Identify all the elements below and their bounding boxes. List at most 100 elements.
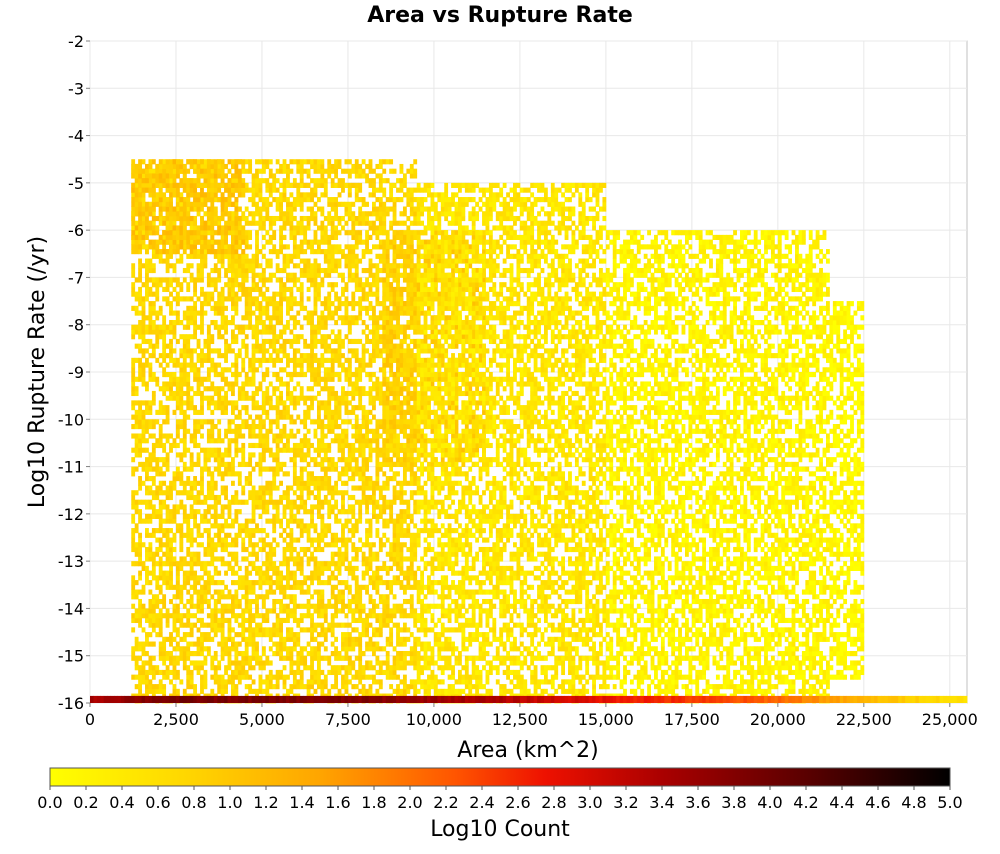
heatmap-cell [148,485,152,490]
heatmap-cell [276,632,280,637]
heatmap-cell [317,415,321,420]
heatmap-cell [331,509,335,514]
heatmap-cell [348,320,352,325]
heatmap-cell [262,485,266,490]
heatmap-cell [135,490,139,495]
heatmap-cell [289,429,293,434]
heatmap-cell [362,197,366,202]
heatmap-cell [217,689,221,694]
heatmap-cell [272,230,276,235]
heatmap-cell [259,320,263,325]
heatmap-cell [255,334,259,339]
heatmap-cell [334,211,338,216]
heatmap-cell [293,405,297,410]
heatmap-cell [358,519,362,524]
heatmap-cell [148,363,152,368]
heatmap-cell [272,684,276,689]
heatmap-cell [272,538,276,543]
heatmap-cell [272,358,276,363]
heatmap-cell [155,594,159,599]
heatmap-cell [331,438,335,443]
heatmap-cell [272,216,276,221]
heatmap-cell [320,594,324,599]
heatmap-cell [186,348,190,353]
heatmap-cell [214,405,218,410]
heatmap-cell [348,263,352,268]
heatmap-cell [265,556,269,561]
heatmap-cell [148,372,152,377]
heatmap-cell [296,580,300,585]
heatmap-cell [200,400,204,405]
heatmap-cell [372,230,376,235]
heatmap-cell [362,419,366,424]
heatmap-cell [173,660,177,665]
heatmap-cell [279,315,283,320]
heatmap-cell [341,225,345,230]
heatmap-cell [228,656,232,661]
heatmap-cell [248,358,252,363]
heatmap-cell [296,320,300,325]
heatmap-cell [173,665,177,670]
heatmap-cell [327,240,331,245]
heatmap-cell [303,646,307,651]
heatmap-cell [317,642,321,647]
heatmap-cell [320,500,324,505]
heatmap-cell [327,268,331,273]
heatmap-cell [296,538,300,543]
heatmap-cell [331,504,335,509]
heatmap-cell [221,538,225,543]
heatmap-cell [345,311,349,316]
heatmap-cell [365,485,369,490]
heatmap-cell [166,415,170,420]
heatmap-cell [300,391,304,396]
heatmap-cell [365,675,369,680]
heatmap-cell [358,287,362,292]
heatmap-cell [351,571,355,576]
heatmap-cell [210,386,214,391]
heatmap-cell [331,623,335,628]
heatmap-cell [135,443,139,448]
heatmap-cell [276,467,280,472]
heatmap-cell [197,500,201,505]
heatmap-cell [320,433,324,438]
heatmap-cell [224,400,228,405]
heatmap-cell [238,282,242,287]
heatmap-cell [142,448,146,453]
heatmap-cell [324,254,328,259]
heatmap-cell [183,604,187,609]
heatmap-cell [317,400,321,405]
heatmap-cell [207,273,211,278]
heatmap-cell [314,329,318,334]
heatmap-cell [169,490,173,495]
heatmap-cell [369,306,373,311]
heatmap-cell [145,296,149,301]
heatmap-cell [255,500,259,505]
heatmap-cell [245,344,249,349]
heatmap-cell [293,159,297,164]
heatmap-cell [231,642,235,647]
heatmap-cell [234,613,238,618]
heatmap-cell [310,670,314,675]
heatmap-cell [283,400,287,405]
heatmap-cell [131,547,135,552]
heatmap-cell [338,509,342,514]
heatmap-cell [307,386,311,391]
heatmap-cell [142,381,146,386]
heatmap-cell [296,372,300,377]
heatmap-cell [307,490,311,495]
heatmap-cell [190,542,194,547]
heatmap-cell [317,542,321,547]
heatmap-cell [221,287,225,292]
heatmap-cell [166,452,170,457]
heatmap-cell [135,528,139,533]
heatmap-cell [245,500,249,505]
heatmap-cell [193,405,197,410]
heatmap-cell [231,646,235,651]
heatmap-cell [259,457,263,462]
heatmap-cell [234,490,238,495]
heatmap-cell [228,467,232,472]
heatmap-cell [179,381,183,386]
heatmap-cell [200,665,204,670]
heatmap-cell [241,448,245,453]
heatmap-cell [286,689,290,694]
